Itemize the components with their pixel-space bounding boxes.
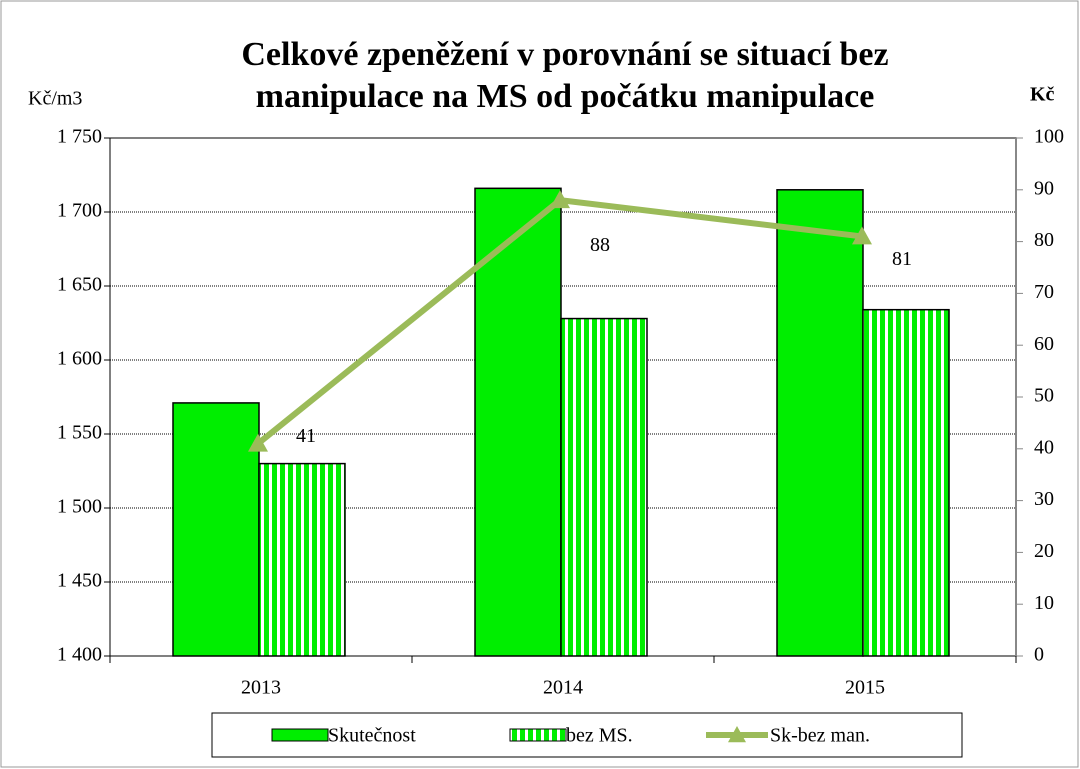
y2-axis-label: Kč	[1030, 84, 1055, 106]
y-tick-label: 1 750	[57, 126, 102, 148]
y-tick-label: 1 400	[57, 644, 102, 666]
y2-tick-label: 100	[1034, 126, 1064, 148]
legend-swatch	[271, 728, 329, 742]
legend-label: Sk-bez man.	[770, 725, 870, 747]
y-tick-label: 1 450	[57, 570, 102, 592]
y2-tick-label: 40	[1034, 436, 1054, 458]
y2-tick-label: 60	[1034, 333, 1054, 355]
line-marker	[248, 433, 268, 452]
data-label: 41	[296, 425, 316, 447]
legend-label: bez MS.	[566, 725, 633, 747]
y2-tick-label: 10	[1034, 592, 1054, 614]
y-tick-label: 1 650	[57, 274, 102, 296]
bar	[474, 187, 562, 657]
legend-box	[211, 712, 963, 758]
data-label: 88	[590, 234, 610, 256]
line-marker	[852, 226, 872, 245]
bar	[172, 402, 260, 657]
x-tick-label: 2013	[241, 677, 281, 699]
line-marker	[550, 190, 570, 209]
y2-tick-label: 30	[1034, 488, 1054, 510]
y-tick-label: 1 700	[57, 200, 102, 222]
data-label: 81	[892, 248, 912, 270]
y2-tick-label: 80	[1034, 229, 1054, 251]
legend-marker	[728, 726, 746, 743]
y-axis-label: Kč/m3	[28, 88, 82, 110]
y-tick-label: 1 500	[57, 496, 102, 518]
bar	[258, 462, 346, 657]
bar	[776, 189, 864, 657]
y2-tick-label: 70	[1034, 281, 1054, 303]
bar	[560, 317, 648, 657]
x-tick-label: 2015	[845, 677, 885, 699]
y2-tick-label: 90	[1034, 177, 1054, 199]
y2-tick-label: 0	[1034, 644, 1044, 666]
chart-title: Celkové zpeněžení v porovnání se situací…	[241, 36, 888, 73]
y2-tick-label: 50	[1034, 385, 1054, 407]
y-tick-label: 1 550	[57, 422, 102, 444]
bar	[862, 308, 950, 657]
legend-label: Skutečnost	[328, 725, 416, 747]
x-tick-label: 2014	[543, 677, 583, 699]
y2-tick-label: 20	[1034, 540, 1054, 562]
y-tick-label: 1 600	[57, 348, 102, 370]
chart-title: manipulace na MS od počátku manipulace	[256, 78, 875, 115]
legend-swatch	[509, 728, 567, 742]
